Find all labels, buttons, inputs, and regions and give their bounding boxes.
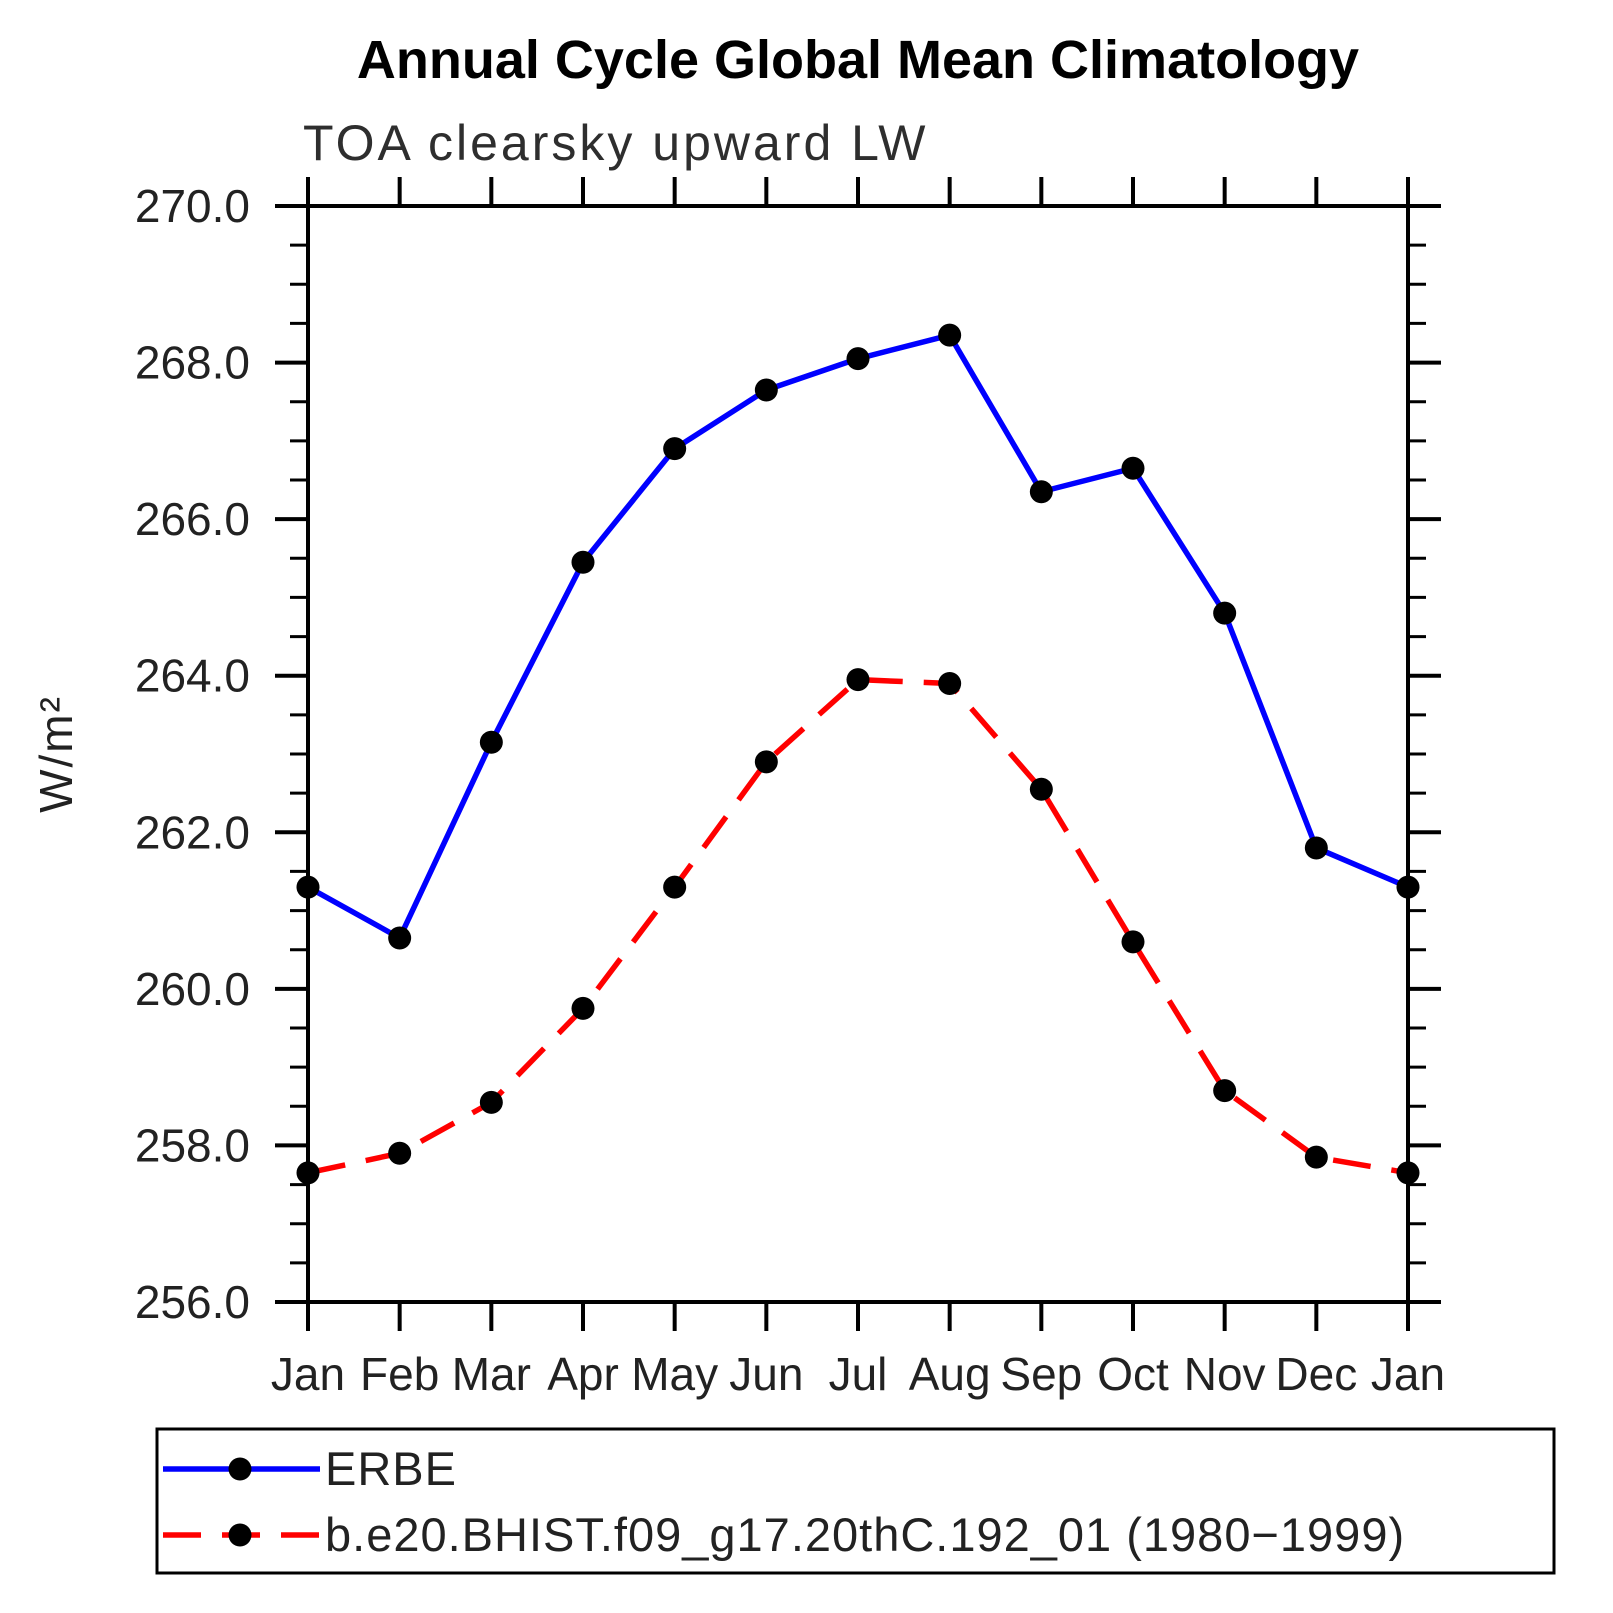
series-0-marker — [846, 347, 870, 371]
y-tick-label: 270.0 — [135, 180, 250, 232]
x-tick-label: Oct — [1097, 1348, 1169, 1400]
series-1-marker — [1304, 1145, 1328, 1169]
x-tick-label: Jul — [829, 1348, 888, 1400]
legend-marker-model — [228, 1523, 252, 1547]
series-0-marker — [571, 550, 595, 574]
legend-label-erbe: ERBE — [325, 1442, 457, 1495]
series-1-marker — [1029, 777, 1053, 801]
x-tick-label: Dec — [1275, 1348, 1357, 1400]
series-0-marker — [1029, 480, 1053, 504]
axes: 256.0 258.0 260.0 262.0 264.0 266.0 268.0 270.0… — [135, 177, 1445, 1400]
x-tick-label: May — [631, 1348, 718, 1400]
x-tick-label: Aug — [909, 1348, 991, 1400]
y-tick-label: 256.0 — [135, 1276, 250, 1328]
x-tick-label: Nov — [1184, 1348, 1266, 1400]
series-1-marker — [479, 1090, 503, 1114]
series-0-marker — [479, 730, 503, 754]
series-1-marker — [1121, 930, 1145, 954]
chart-title: Annual Cycle Global Mean Climatology — [357, 30, 1359, 90]
series-1-marker — [296, 1161, 320, 1185]
x-tick-label: Jan — [271, 1348, 345, 1400]
series-1-marker — [1396, 1161, 1420, 1185]
legend-marker-erbe — [228, 1457, 252, 1481]
y-tick-label: 268.0 — [135, 337, 250, 389]
series-0-marker — [388, 926, 412, 950]
chart-subtitle: TOA clearsky upward LW — [303, 115, 928, 171]
series-1-marker — [938, 672, 962, 696]
series-0-marker — [1304, 836, 1328, 860]
x-tick-label: Jun — [729, 1348, 803, 1400]
x-tick-label: Feb — [360, 1348, 439, 1400]
series-1-marker — [388, 1141, 412, 1165]
series-0-marker — [296, 875, 320, 899]
series-1-marker — [846, 668, 870, 692]
x-tick-label: Apr — [547, 1348, 619, 1400]
x-tick-label: Sep — [1000, 1348, 1082, 1400]
legend-entry-erbe: ERBE — [163, 1442, 457, 1495]
y-axis-label: W/m² — [30, 695, 82, 813]
legend: ERBE b.e20.BHIST.f09_g17.20thC.192_01 (1… — [155, 1427, 1556, 1575]
series-1-marker — [1213, 1079, 1237, 1103]
series-0-marker — [1121, 456, 1145, 480]
series-1-marker — [571, 996, 595, 1020]
series-0-marker — [754, 378, 778, 402]
series-0-marker — [1396, 875, 1420, 899]
series-0-marker — [938, 323, 962, 347]
series-lines — [296, 323, 1420, 1185]
y-tick-label: 258.0 — [135, 1119, 250, 1171]
series-0-marker — [1213, 601, 1237, 625]
series-1-marker — [663, 875, 687, 899]
legend-box — [155, 1427, 1556, 1575]
y-tick-label: 262.0 — [135, 806, 250, 858]
x-tick-label: Mar — [452, 1348, 531, 1400]
y-tick-label: 260.0 — [135, 963, 250, 1015]
x-tick-label: Jan — [1371, 1348, 1445, 1400]
y-tick-label: 264.0 — [135, 650, 250, 702]
series-0-marker — [663, 437, 687, 461]
legend-label-model: b.e20.BHIST.f09_g17.20thC.192_01 (1980−1… — [325, 1508, 1405, 1561]
y-tick-label: 266.0 — [135, 493, 250, 545]
series-1-marker — [754, 750, 778, 774]
legend-entry-model: b.e20.BHIST.f09_g17.20thC.192_01 (1980−1… — [163, 1508, 1405, 1561]
